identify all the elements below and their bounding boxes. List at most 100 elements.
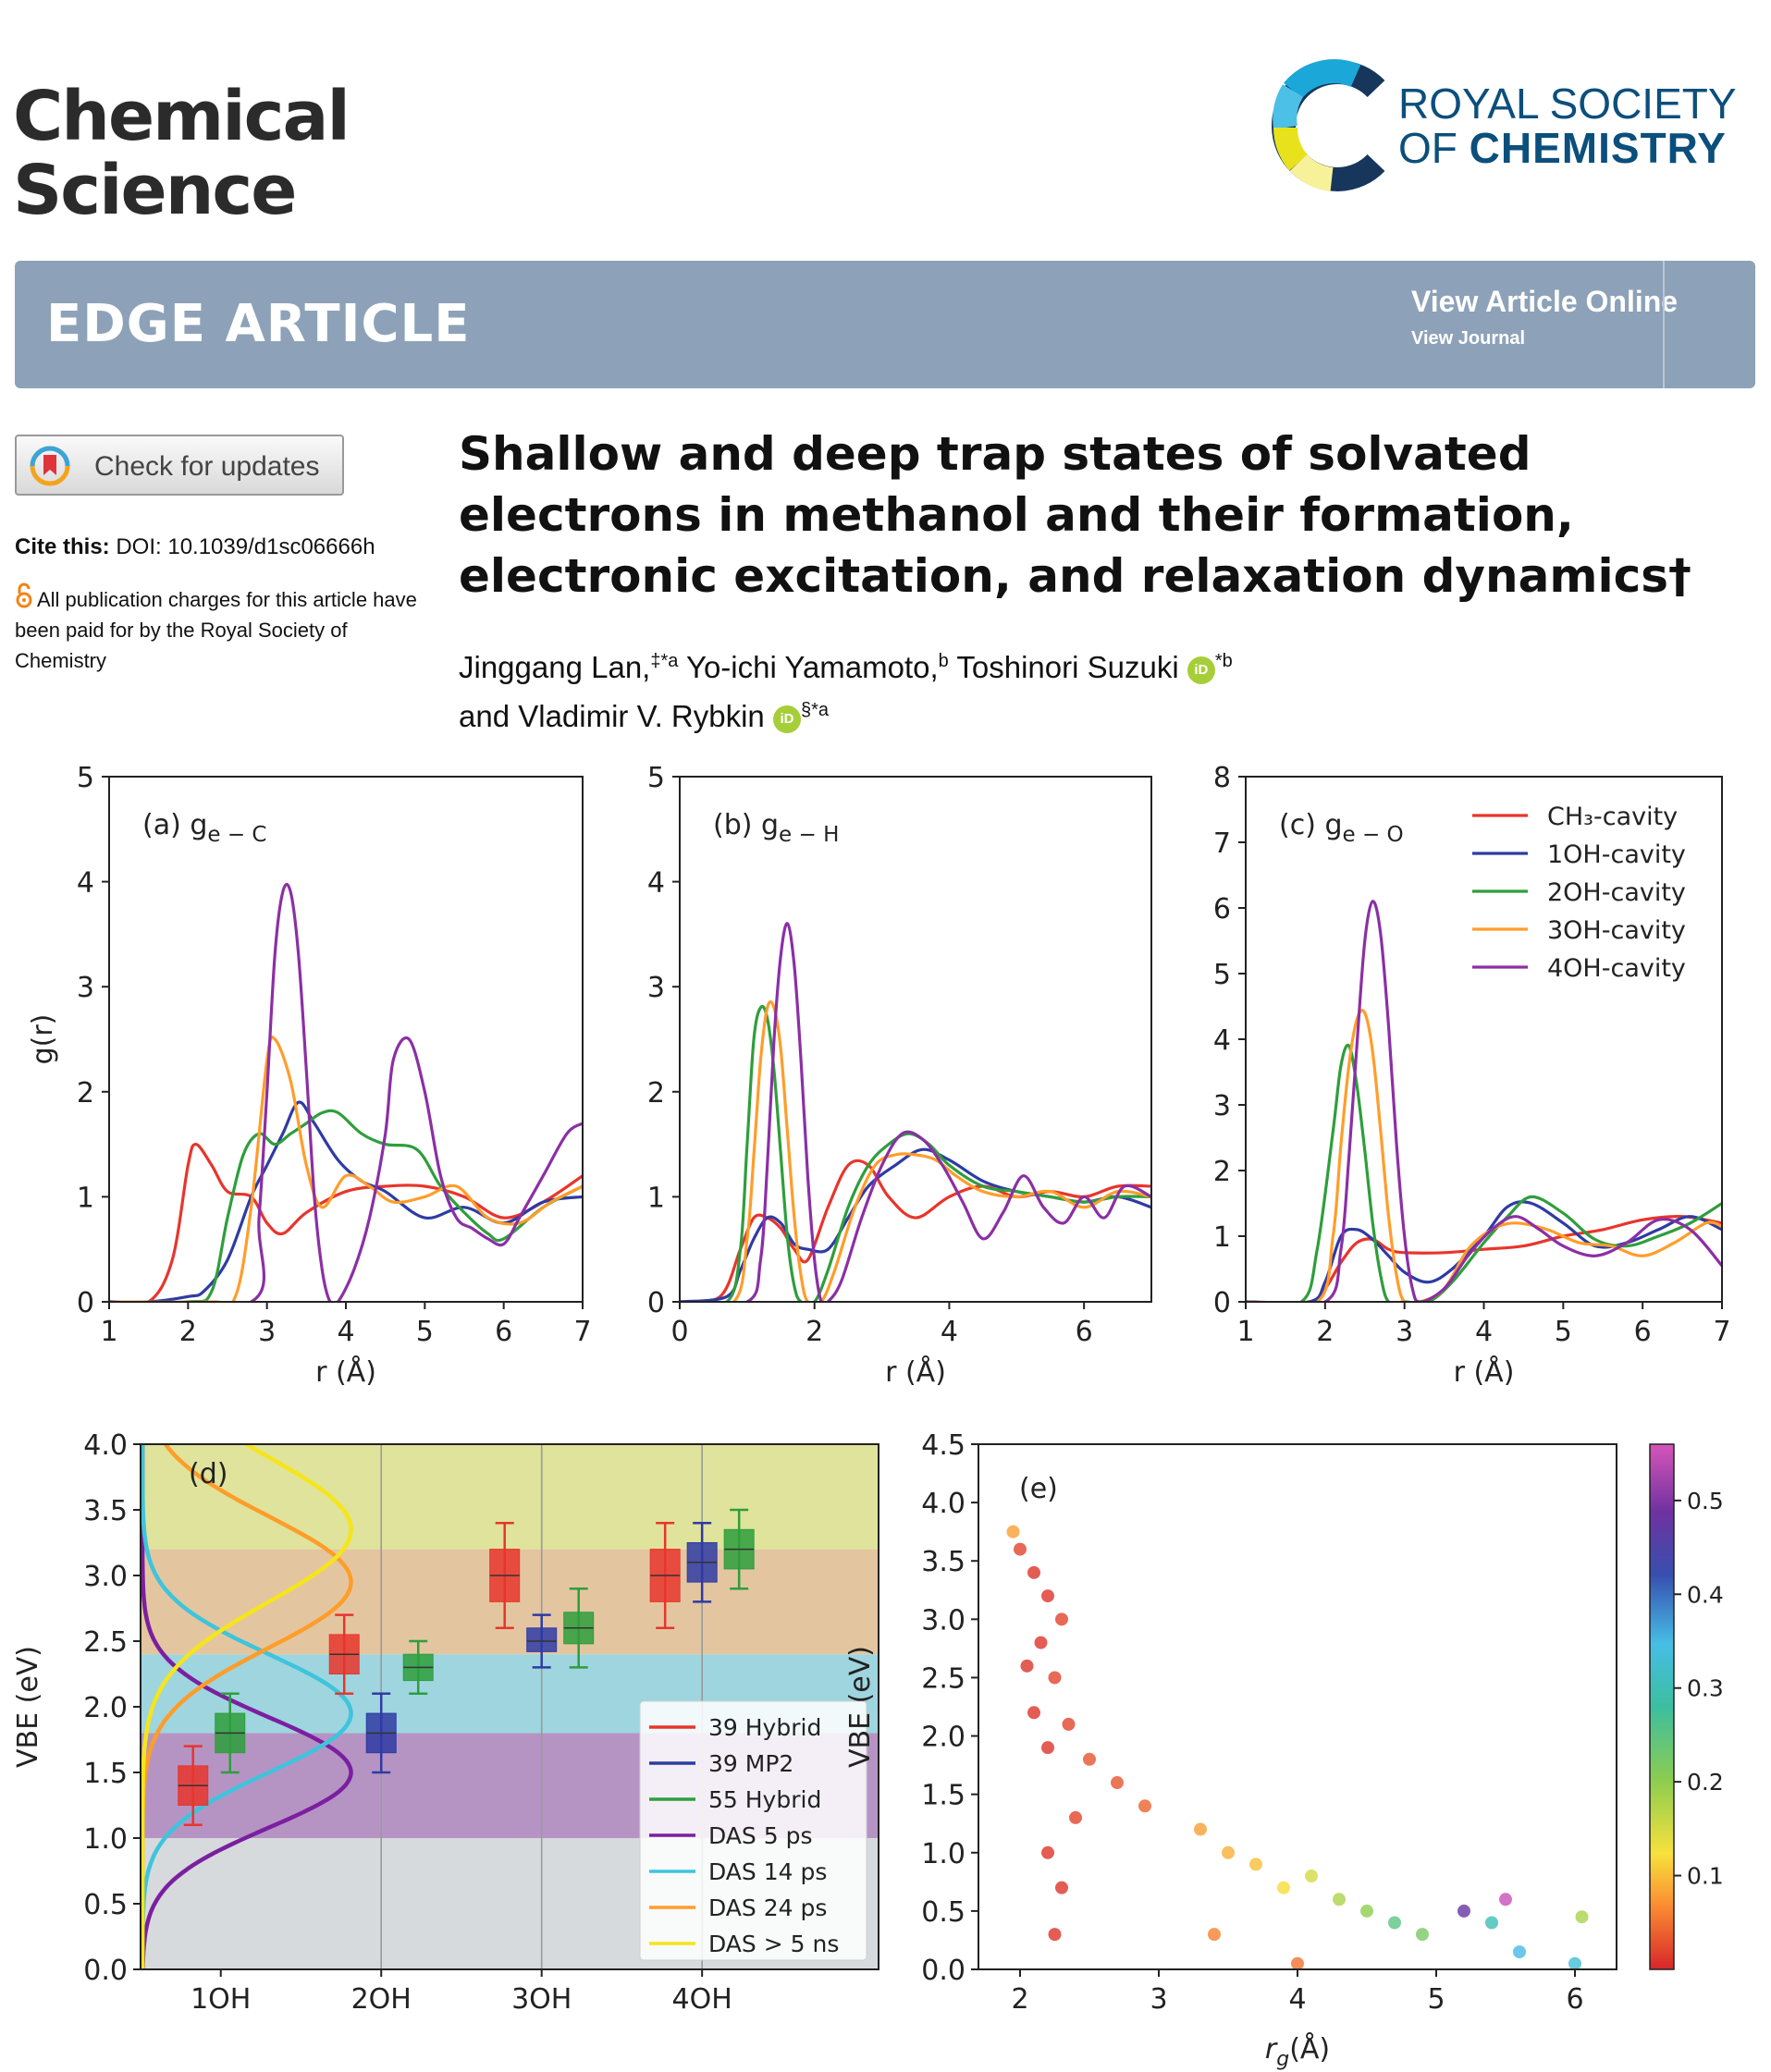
author[interactable]: and Vladimir V. Rybkin iD §*a [459,699,829,733]
x-tick-label: 2 [1011,1983,1028,2016]
scatter-point [1305,1870,1318,1883]
scatter-point [1014,1542,1027,1556]
scatter-point [1416,1928,1429,1942]
legend-label: 55 Hybrid [708,1786,821,1813]
legend-label: 2OH-cavity [1547,878,1686,907]
scatter-point [1041,1741,1054,1755]
x-tick-label: 1OH [191,1983,251,2016]
cite-this: Cite this: DOI: 10.1039/d1sc06666h [15,534,375,560]
publisher-wordmark: ROYAL SOCIETY OF CHEMISTRY [1398,81,1737,170]
author-affiliation: b [938,651,949,671]
y-axis-label: g(r) [27,1014,59,1065]
das-curve [141,1444,353,1969]
series-line-2OH-cavity [1246,1043,1722,1302]
author-name: and Vladimir V. Rybkin [459,699,765,733]
y-tick-label: 7 [1213,828,1231,860]
panel-title-subscript: e − C [207,823,266,847]
legend-label: 39 Hybrid [708,1714,821,1741]
panel-title: (d) [189,1458,228,1490]
author-name: Yo-ichi Yamamoto, [685,650,939,684]
y-tick-label: 2.5 [83,1626,128,1659]
publisher-logo[interactable]: ROYAL SOCIETY OF CHEMISTRY [1267,54,1757,192]
x-tick-label: 1 [100,1316,117,1348]
y-axis-label: VBE (eV) [12,1646,44,1768]
box-body [526,1627,558,1652]
x-tick-label: 3 [1396,1316,1413,1348]
scatter-point [1055,1612,1068,1626]
view-journal-link[interactable]: View Journal [1411,328,1526,349]
scatter-point [1388,1916,1401,1930]
scatter-point [1111,1776,1124,1790]
x-tick-label: 3OH [511,1983,572,2016]
series-line-4OH-cavity [109,882,583,1302]
check-for-updates-button[interactable]: Check for updates [15,435,344,496]
open-access-icon [16,582,32,608]
publisher-line2-bold: CHEMISTRY [1469,124,1727,172]
colorbar-tick-label: 0.1 [1687,1863,1724,1890]
scatter-point [1208,1928,1221,1942]
panel-title: (e) [1019,1473,1058,1505]
author[interactable]: Jinggang Lan,‡*a [459,650,678,684]
scatter-point [1138,1799,1151,1813]
article-type-label: EDGE ARTICLE [46,294,471,354]
scatter-point [1062,1717,1076,1731]
scatter-point [1485,1916,1498,1930]
publisher-line2-prefix: OF [1398,124,1470,172]
scatter-point [1249,1857,1262,1871]
scatter-point [1513,1945,1526,1959]
x-tick-label: 1 [1236,1316,1254,1348]
y-tick-label: 2.0 [83,1692,128,1724]
colorbar-tick-label: 0.5 [1687,1488,1724,1514]
series-line-3OH-cavity [1246,1009,1722,1302]
energy-band [141,1444,879,1550]
author[interactable]: Yo-ichi Yamamoto,b [686,650,949,684]
article-type-banner: EDGE ARTICLE View Article Online View Jo… [15,261,1755,388]
journal-name-line1: Chemical [13,77,351,156]
y-tick-label: 1.0 [83,1823,128,1856]
view-article-online-link[interactable]: View Article Online [1411,285,1679,318]
legend-label: 4OH-cavity [1547,954,1686,983]
y-tick-label: 1.5 [83,1758,128,1790]
y-tick-label: 5 [77,762,94,794]
author[interactable]: Toshinori Suzuki iD *b [956,650,1233,684]
x-tick-label: 2 [1316,1316,1334,1348]
x-tick-label: 5 [1555,1316,1572,1348]
y-tick-label: 5 [647,762,665,794]
colorbar-tick-label: 0.4 [1687,1581,1724,1608]
y-tick-label: 1.0 [921,1838,965,1870]
scatter-point [1291,1956,1304,1970]
legend-label: 3OH-cavity [1547,916,1686,945]
series-line-CH₃-cavity [1246,1214,1722,1302]
y-tick-label: 1 [77,1182,94,1214]
legend-label: 1OH-cavity [1547,840,1686,869]
y-tick-label: 4 [647,867,665,900]
panel-title: (b) ge − H [713,809,839,847]
orcid-icon[interactable]: iD [772,705,801,733]
x-tick-label: 6 [495,1316,512,1348]
x-tick-label: 2 [806,1316,823,1348]
panel-title-subscript: e − O [1342,823,1403,847]
publisher-line2: OF CHEMISTRY [1398,126,1737,170]
x-tick-label: 0 [670,1316,688,1348]
scatter-point [1041,1845,1054,1859]
cite-doi[interactable]: DOI: 10.1039/d1sc06666h [109,534,375,559]
scatter-point [1069,1810,1082,1824]
y-tick-label: 3 [1213,1090,1231,1122]
y-axis-label: VBE (eV) [844,1646,877,1768]
y-tick-label: 1.5 [921,1780,965,1812]
y-tick-label: 3.0 [921,1604,965,1637]
x-tick-label: 2 [179,1316,197,1348]
x-tick-label: 5 [416,1316,434,1348]
y-tick-label: 4 [77,867,94,900]
scatter-point [1499,1893,1512,1906]
x-tick-label: 7 [573,1316,591,1348]
author-affiliation: §*a [800,700,829,720]
legend-label: DAS 14 ps [708,1858,827,1885]
scatter-point [1333,1893,1346,1906]
orcid-icon[interactable]: iD [1187,656,1215,684]
author-name: Toshinori Suzuki [956,650,1179,684]
scatter-point [1575,1910,1589,1924]
scatter-point [1006,1525,1020,1539]
y-tick-label: 0 [647,1287,665,1319]
cite-label: Cite this: [15,534,110,559]
